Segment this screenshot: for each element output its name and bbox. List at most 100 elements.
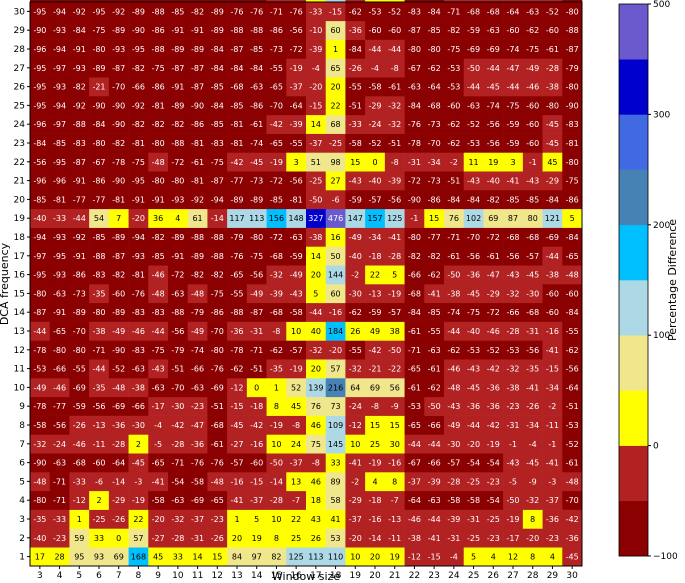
heatmap-cell bbox=[444, 321, 465, 341]
heatmap-cell bbox=[365, 359, 386, 379]
cell-value-label: -55 bbox=[270, 64, 283, 73]
heatmap-cell bbox=[542, 171, 563, 191]
x-tick-label: 23 bbox=[428, 571, 439, 581]
cell-value-label: -54 bbox=[467, 459, 480, 468]
heatmap-cell bbox=[227, 415, 248, 435]
cell-value-label: -95 bbox=[53, 158, 66, 167]
heatmap-cell bbox=[503, 114, 524, 134]
cell-value-label: -47 bbox=[487, 271, 500, 280]
heatmap-cell bbox=[444, 453, 465, 473]
heatmap-cell bbox=[522, 490, 543, 510]
cell-value-label: -24 bbox=[368, 120, 381, 129]
cell-value-label: 121 bbox=[545, 214, 560, 223]
heatmap-cell bbox=[286, 509, 307, 529]
cell-value-label: -56 bbox=[92, 402, 105, 411]
heatmap-cell bbox=[168, 58, 189, 78]
cell-value-label: -21 bbox=[92, 83, 105, 92]
heatmap-cell bbox=[404, 378, 425, 398]
heatmap-cell bbox=[542, 20, 563, 40]
cell-value-label: -64 bbox=[290, 101, 303, 110]
heatmap-cell bbox=[463, 415, 484, 435]
cell-value-label: -89 bbox=[211, 7, 224, 16]
cell-value-label: 8 bbox=[530, 515, 535, 524]
cell-value-label: -32 bbox=[526, 496, 539, 505]
heatmap-cell bbox=[108, 396, 129, 416]
y-tick-label: 6 bbox=[19, 459, 25, 469]
colorbar-segment bbox=[619, 335, 648, 391]
heatmap-cell bbox=[562, 58, 583, 78]
heatmap-cell bbox=[325, 472, 346, 492]
heatmap-cell bbox=[424, 265, 445, 285]
heatmap-cell bbox=[286, 434, 307, 454]
cell-value-label: -84 bbox=[230, 64, 243, 73]
cell-value-label: -57 bbox=[230, 459, 243, 468]
cell-value-label: 97 bbox=[252, 553, 262, 562]
cell-value-label: -52 bbox=[487, 346, 500, 355]
heatmap-cell bbox=[306, 77, 327, 97]
heatmap-cell bbox=[30, 227, 51, 247]
heatmap-cell bbox=[463, 378, 484, 398]
heatmap-cell bbox=[246, 340, 267, 360]
cell-value-label: 89 bbox=[330, 477, 340, 486]
cell-value-label: -1 bbox=[410, 214, 418, 223]
cell-value-label: -82 bbox=[487, 195, 500, 204]
heatmap-cell bbox=[463, 265, 484, 285]
cell-value-label: 15 bbox=[350, 158, 360, 167]
heatmap-cell bbox=[384, 547, 405, 567]
cell-value-label: -62 bbox=[428, 383, 441, 392]
cell-value-label: -19 bbox=[368, 459, 381, 468]
heatmap-cell bbox=[522, 302, 543, 322]
cell-value-label: -15 bbox=[329, 7, 342, 16]
cell-value-label: -63 bbox=[171, 496, 184, 505]
heatmap-cell bbox=[444, 434, 465, 454]
cell-value-label: -67 bbox=[92, 158, 105, 167]
heatmap-cell bbox=[266, 284, 287, 304]
cell-value-label: -60 bbox=[447, 101, 460, 110]
heatmap-cell bbox=[168, 2, 189, 22]
heatmap-cell bbox=[325, 321, 346, 341]
cell-value-label: 11 bbox=[468, 158, 478, 167]
heatmap-cell bbox=[148, 359, 169, 379]
cell-value-label: -84 bbox=[250, 64, 263, 73]
heatmap-cell bbox=[483, 265, 504, 285]
cell-value-label: -61 bbox=[388, 83, 401, 92]
cell-value-label: -61 bbox=[566, 459, 579, 468]
cell-value-label: -43 bbox=[506, 459, 519, 468]
cell-value-label: -80 bbox=[92, 139, 105, 148]
heatmap-cell bbox=[365, 96, 386, 116]
cell-value-label: -91 bbox=[73, 45, 86, 54]
cell-value-label: 76 bbox=[311, 402, 321, 411]
heatmap-cell bbox=[424, 227, 445, 247]
heatmap-cell bbox=[49, 378, 70, 398]
cell-value-label: -94 bbox=[53, 7, 66, 16]
heatmap-cell bbox=[306, 190, 327, 210]
cell-value-label: -21 bbox=[368, 365, 381, 374]
cell-value-label: -62 bbox=[349, 308, 362, 317]
heatmap-cell bbox=[503, 96, 524, 116]
heatmap-cell bbox=[562, 415, 583, 435]
heatmap-cell bbox=[365, 321, 386, 341]
cell-value-label: -68 bbox=[270, 308, 283, 317]
heatmap-cell bbox=[168, 0, 189, 3]
heatmap-cell bbox=[424, 472, 445, 492]
heatmap-cell bbox=[227, 246, 248, 266]
heatmap-cell bbox=[345, 490, 366, 510]
cell-value-label: 69 bbox=[488, 214, 498, 223]
cell-value-label: -37 bbox=[349, 515, 362, 524]
cell-value-label: -88 bbox=[211, 252, 224, 261]
heatmap-cell bbox=[384, 0, 405, 3]
cell-value-label: -51 bbox=[388, 139, 401, 148]
heatmap-cell bbox=[207, 490, 228, 510]
cell-value-label: -48 bbox=[152, 158, 165, 167]
cell-value-label: -89 bbox=[112, 26, 125, 35]
y-tick-label: 26 bbox=[14, 83, 26, 93]
heatmap-cell bbox=[148, 171, 169, 191]
cell-value-label: -68 bbox=[270, 252, 283, 261]
cell-value-label: -74 bbox=[250, 139, 263, 148]
x-tick-label: 9 bbox=[155, 571, 161, 581]
cell-value-label: -16 bbox=[329, 308, 342, 317]
heatmap-cell bbox=[207, 321, 228, 341]
heatmap-cell bbox=[325, 39, 346, 59]
heatmap-cell bbox=[345, 208, 366, 228]
cell-value-label: -31 bbox=[408, 158, 421, 167]
